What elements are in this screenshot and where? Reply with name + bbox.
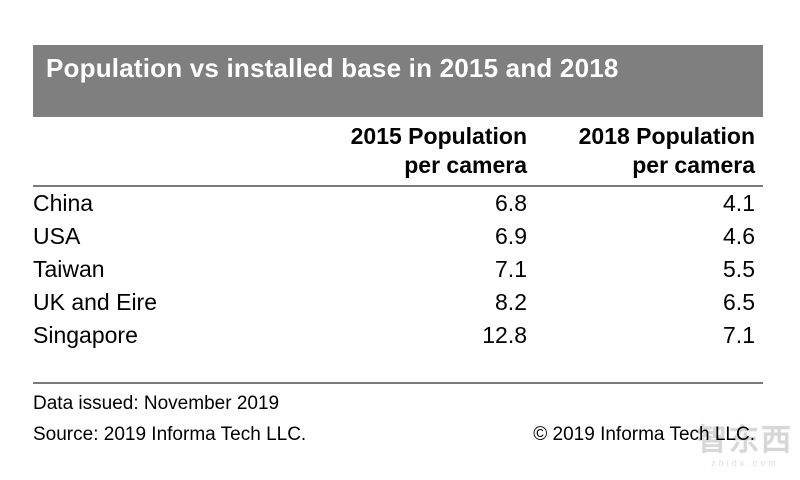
value-2015: 6.9	[495, 223, 527, 249]
row-label: China	[33, 190, 94, 216]
data-issued-note: Data issued: November 2019	[33, 393, 280, 414]
column-header-2018-line1: 2018 Population	[578, 123, 755, 149]
row-label: Singapore	[33, 322, 138, 348]
value-2018: 4.6	[723, 223, 755, 249]
column-header-2015: 2015 Population per camera	[319, 122, 527, 180]
column-header-country	[33, 122, 319, 180]
column-header-2018: 2018 Population per camera	[527, 122, 763, 180]
table-title-bar: Population vs installed base in 2015 and…	[33, 45, 763, 117]
column-header-2015-line1: 2015 Population	[350, 123, 527, 149]
column-header-2018-line2: per camera	[632, 152, 755, 178]
table-title: Population vs installed base in 2015 and…	[46, 53, 619, 83]
value-2018: 6.5	[723, 289, 755, 315]
table-row: UK and Eire 8.2 6.5	[33, 286, 763, 319]
value-2015: 12.8	[482, 322, 527, 348]
table-row: China 6.8 4.1	[33, 187, 763, 220]
zhidx-watermark: 智东西 zhidx.com	[694, 424, 796, 468]
value-2018: 7.1	[723, 322, 755, 348]
source-line: Source: 2019 Informa Tech LLC. © 2019 In…	[33, 424, 763, 446]
data-table: 2015 Population per camera 2018 Populati…	[33, 118, 763, 352]
copyright-note: © 2019 Informa Tech LLC.	[533, 424, 755, 445]
zhidx-logo: 智东西	[697, 424, 793, 457]
table-row: USA 6.9 4.6	[33, 220, 763, 253]
table-footer: Data issued: November 2019 Source: 2019 …	[33, 382, 763, 446]
table-row: Taiwan 7.1 5.5	[33, 253, 763, 286]
zhidx-domain: zhidx.com	[711, 458, 779, 468]
row-label: UK and Eire	[33, 289, 158, 315]
value-2015: 7.1	[495, 256, 527, 282]
source-note: Source: 2019 Informa Tech LLC.	[33, 424, 307, 445]
row-label: Taiwan	[33, 256, 105, 282]
value-2015: 6.8	[495, 190, 527, 216]
value-2018: 5.5	[723, 256, 755, 282]
row-label: USA	[33, 223, 81, 249]
table-row: Singapore 12.8 7.1	[33, 319, 763, 352]
column-header-2015-line2: per camera	[404, 152, 527, 178]
table-header-row: 2015 Population per camera 2018 Populati…	[33, 118, 763, 187]
value-2015: 8.2	[495, 289, 527, 315]
value-2018: 4.1	[723, 190, 755, 216]
